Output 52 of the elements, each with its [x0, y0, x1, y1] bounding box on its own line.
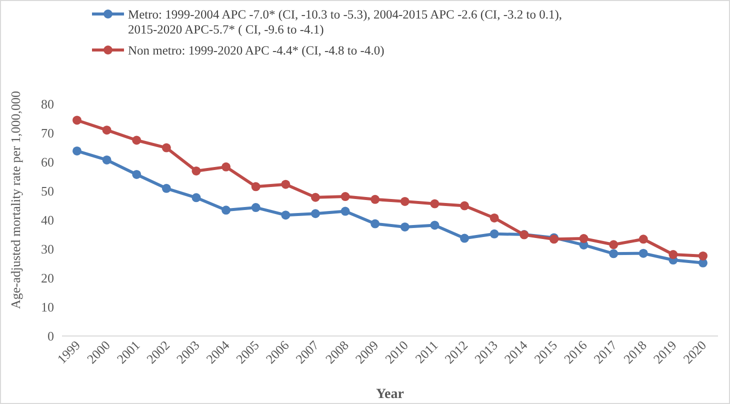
- point: [460, 201, 470, 210]
- y-tick-label: 60: [41, 154, 54, 170]
- y-tick-label: 20: [41, 270, 54, 286]
- point: [192, 193, 201, 202]
- point: [490, 213, 499, 222]
- point: [102, 126, 112, 135]
- point: [222, 162, 231, 172]
- point: [162, 184, 171, 193]
- y-tick-label: 30: [41, 242, 54, 257]
- point: [609, 249, 618, 258]
- point: [698, 251, 708, 260]
- x-tick-label: 2011: [412, 338, 441, 366]
- point: [638, 248, 648, 258]
- point: [668, 250, 678, 260]
- legend-label: Metro: 1999-2004 APC -7.0* (CI, -10.3 to -5.3), 2004-2015 APC -2.6 (CI, -3.2 to 0.1), 2015-2020 APC-5.7* ( CI, -9.6 to -4.1): [128, 7, 562, 36]
- point: [609, 240, 618, 250]
- point: [102, 155, 112, 164]
- point: [72, 146, 82, 156]
- point: [251, 203, 260, 212]
- y-tick-label: 10: [41, 300, 54, 315]
- point: [192, 166, 201, 176]
- y-tick-label: 40: [41, 212, 54, 228]
- y-tick-label: 70: [41, 126, 54, 141]
- point: [370, 194, 380, 204]
- point: [72, 116, 82, 125]
- point: [310, 192, 320, 202]
- point: [400, 222, 410, 232]
- point: [460, 234, 470, 243]
- point: [132, 170, 142, 179]
- x-tick-label: 1999: [54, 338, 84, 367]
- point: [340, 206, 350, 216]
- point: [162, 143, 171, 152]
- point: [638, 234, 648, 244]
- y-tick-label: 80: [41, 96, 54, 112]
- point: [579, 234, 588, 244]
- point: [222, 206, 231, 215]
- point: [132, 136, 142, 145]
- point: [430, 199, 440, 208]
- point: [490, 229, 499, 238]
- y-tick-label: 50: [41, 184, 54, 199]
- point: [340, 192, 350, 202]
- point: [281, 180, 290, 189]
- point: [281, 210, 290, 220]
- y-tick-label: 0: [48, 328, 54, 344]
- point: [370, 219, 380, 228]
- point: [430, 220, 440, 230]
- legend-label: Non metro: 1999-2020 APC -4.4* (CI, -4.8 to -4.0): [128, 43, 384, 58]
- point: [310, 209, 320, 218]
- point: [400, 196, 410, 206]
- y-axis-title: Age-adjusted mortality rate per 1,000,000: [8, 90, 23, 310]
- point: [251, 182, 260, 192]
- x-axis-title: Year: [376, 387, 404, 402]
